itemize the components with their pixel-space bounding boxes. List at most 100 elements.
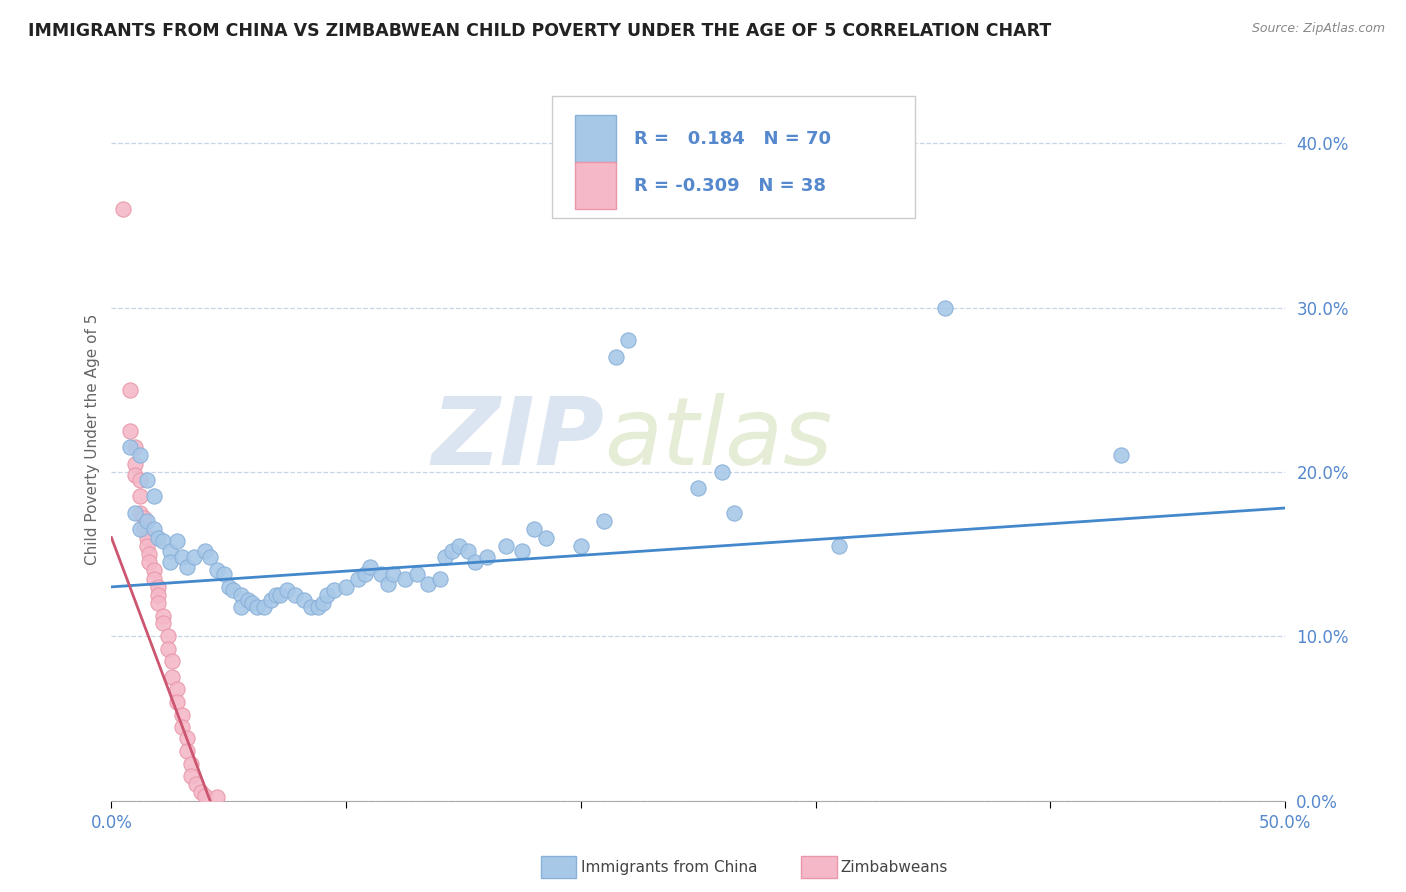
Point — [176, 560, 198, 574]
Point — [183, 550, 205, 565]
Point — [316, 588, 339, 602]
Point — [120, 383, 142, 397]
Point — [148, 588, 170, 602]
Point — [710, 465, 733, 479]
Point — [229, 599, 252, 614]
Point — [335, 580, 357, 594]
Point — [323, 583, 346, 598]
Point — [307, 599, 329, 614]
Point — [605, 350, 627, 364]
Point — [377, 576, 399, 591]
Point — [194, 789, 217, 803]
Point — [142, 572, 165, 586]
Text: Immigrants from China: Immigrants from China — [581, 860, 758, 874]
Point — [152, 533, 174, 548]
Point — [128, 522, 150, 536]
Point — [569, 539, 592, 553]
Point — [495, 539, 517, 553]
Point — [212, 566, 235, 581]
Text: Source: ZipAtlas.com: Source: ZipAtlas.com — [1251, 22, 1385, 36]
Point — [128, 449, 150, 463]
Point — [124, 457, 146, 471]
Point — [156, 642, 179, 657]
Point — [128, 506, 150, 520]
Point — [170, 550, 193, 565]
Point — [135, 531, 157, 545]
Point — [148, 531, 170, 545]
Point — [222, 583, 245, 598]
Point — [159, 555, 181, 569]
Y-axis label: Child Poverty Under the Age of 5: Child Poverty Under the Age of 5 — [86, 313, 100, 565]
Point — [176, 731, 198, 745]
Point — [534, 531, 557, 545]
Point — [120, 424, 142, 438]
Point — [124, 440, 146, 454]
Point — [162, 670, 184, 684]
Text: atlas: atlas — [605, 393, 832, 484]
Point — [135, 514, 157, 528]
Point — [148, 580, 170, 594]
FancyBboxPatch shape — [551, 95, 915, 219]
Point — [440, 543, 463, 558]
Point — [457, 543, 479, 558]
Point — [194, 543, 217, 558]
Point — [134, 522, 156, 536]
Point — [138, 547, 160, 561]
Point — [152, 609, 174, 624]
Point — [170, 708, 193, 723]
Point — [283, 588, 305, 602]
Point — [723, 506, 745, 520]
Point — [299, 599, 322, 614]
Point — [180, 757, 202, 772]
Point — [934, 301, 956, 315]
Text: R = -0.309   N = 38: R = -0.309 N = 38 — [634, 177, 825, 194]
Point — [370, 566, 392, 581]
Point — [464, 555, 486, 569]
Point — [124, 506, 146, 520]
Point — [229, 588, 252, 602]
Point — [142, 490, 165, 504]
Point — [253, 599, 276, 614]
Point — [142, 522, 165, 536]
Point — [156, 629, 179, 643]
Point — [170, 720, 193, 734]
FancyBboxPatch shape — [575, 115, 616, 162]
Point — [198, 550, 221, 565]
Point — [359, 560, 381, 574]
Point — [152, 615, 174, 630]
Text: ZIP: ZIP — [432, 393, 605, 485]
Point — [135, 539, 157, 553]
Point — [166, 681, 188, 696]
Point — [120, 440, 142, 454]
Point — [205, 564, 228, 578]
Point — [269, 588, 291, 602]
Point — [292, 593, 315, 607]
Point — [617, 334, 640, 348]
Point — [112, 202, 135, 216]
Point — [394, 572, 416, 586]
Text: Zimbabweans: Zimbabweans — [841, 860, 948, 874]
Point — [148, 596, 170, 610]
FancyBboxPatch shape — [575, 162, 616, 210]
Point — [276, 583, 298, 598]
Point — [124, 468, 146, 483]
Point — [347, 572, 370, 586]
Point — [180, 769, 202, 783]
Point — [264, 588, 287, 602]
Point — [176, 744, 198, 758]
Point — [134, 511, 156, 525]
Point — [433, 550, 456, 565]
Point — [475, 550, 498, 565]
Point — [190, 785, 212, 799]
Point — [142, 564, 165, 578]
Point — [312, 596, 335, 610]
Point — [447, 539, 470, 553]
Point — [1109, 449, 1132, 463]
Point — [593, 514, 616, 528]
Point — [162, 654, 184, 668]
Point — [159, 543, 181, 558]
Point — [218, 580, 240, 594]
Text: R =   0.184   N = 70: R = 0.184 N = 70 — [634, 130, 831, 148]
Point — [405, 566, 427, 581]
Point — [354, 566, 377, 581]
